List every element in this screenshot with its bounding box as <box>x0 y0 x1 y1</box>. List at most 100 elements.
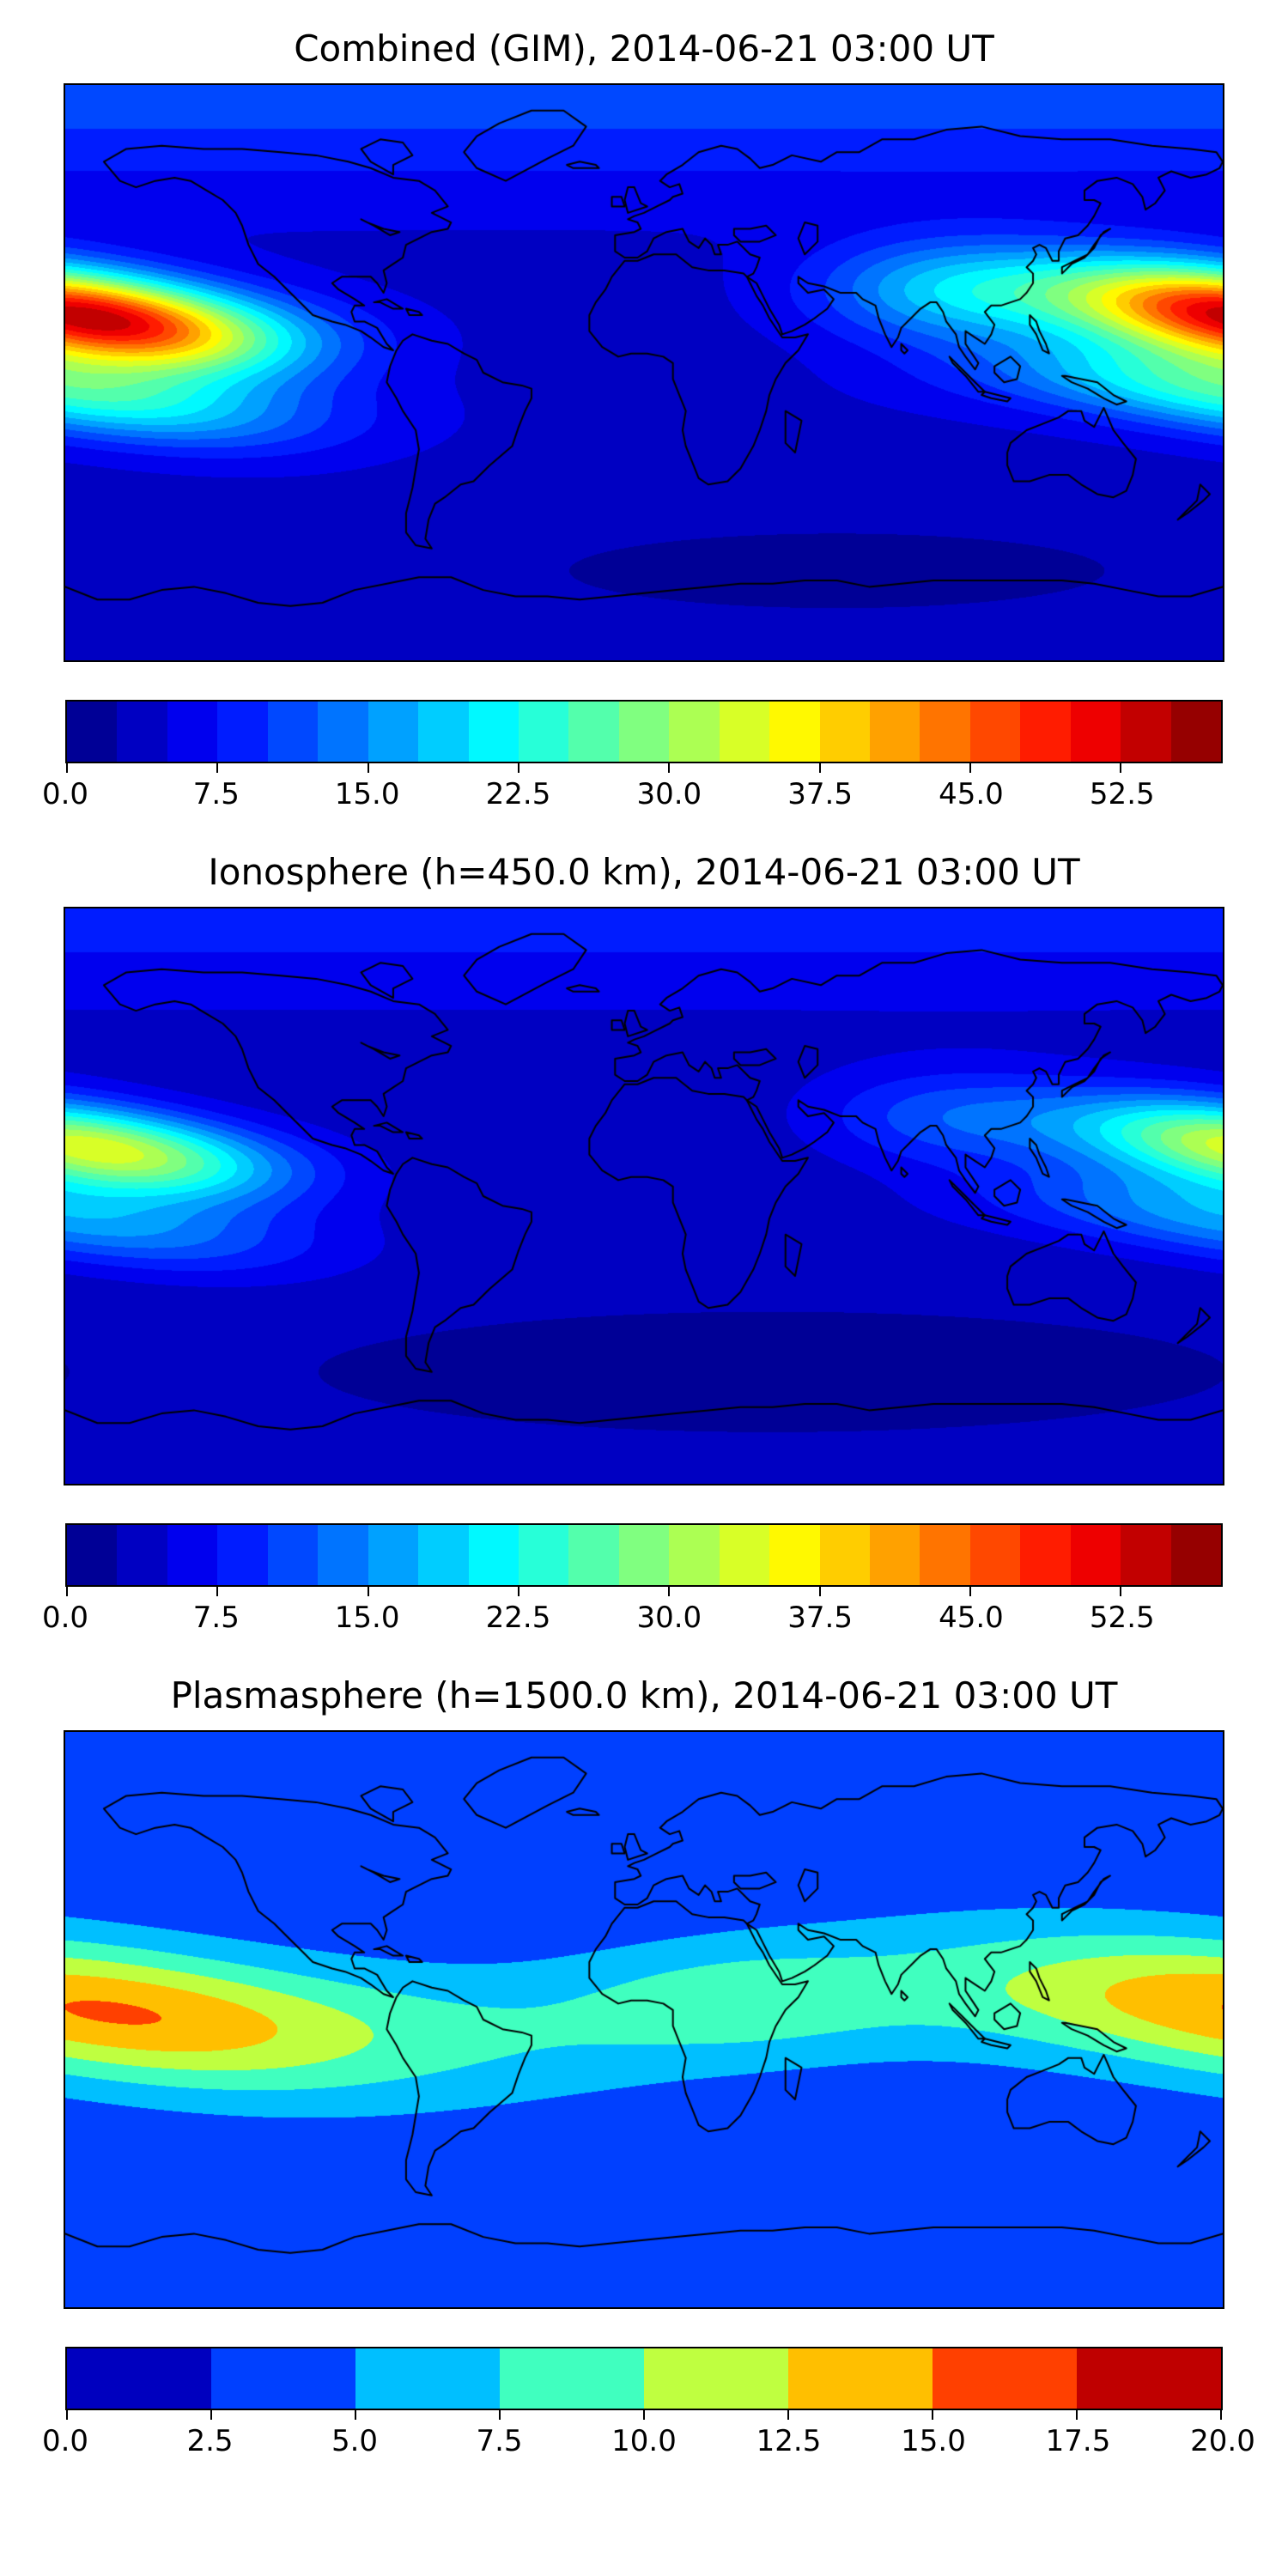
colorbar-segment <box>969 1525 1021 1585</box>
panel-title-combined: Combined (GIM), 2014-06-21 03:00 UT <box>294 27 994 70</box>
colorbar-segment <box>719 1525 770 1585</box>
colorbar-tick-labels: 0.0 2.5 5.0 7.5 10.0 12.5 15.0 17.5 20.0 <box>42 2424 1255 2469</box>
panel-title-plasmasphere: Plasmasphere (h=1500.0 km), 2014-06-21 0… <box>170 1674 1118 1716</box>
colorbar-tick-label: 15.0 <box>901 2424 966 2458</box>
colorbar-segment <box>1020 702 1071 762</box>
colorbar-tick-label: 30.0 <box>636 777 702 811</box>
colorbar-bar <box>65 1523 1223 1596</box>
colorbar-segment <box>368 702 419 762</box>
colorbar-tickmark <box>818 1587 821 1596</box>
colorbar-segments <box>67 1525 1222 1585</box>
colorbar-segment <box>355 2348 500 2409</box>
colorbar-segment <box>568 702 619 762</box>
colorbar-tick-label: 37.5 <box>787 1601 853 1635</box>
colorbar-segment <box>418 1525 469 1585</box>
colorbar-tickmark <box>1120 1587 1122 1596</box>
world-map-combined-gim <box>64 83 1224 662</box>
colorbar-segment <box>933 2348 1077 2409</box>
colorbar-tick-label: 30.0 <box>636 1601 702 1635</box>
colorbar-segment <box>318 1525 368 1585</box>
colorbar-segment <box>267 702 319 762</box>
colorbar-tickmark <box>787 2410 789 2420</box>
colorbar-tickmark <box>499 2410 501 2420</box>
colorbar-segment <box>819 702 870 762</box>
colorbar-tickmark <box>66 2410 68 2420</box>
colorbar-segment <box>217 1525 268 1585</box>
colorbar-segment <box>117 702 167 762</box>
colorbar-segment <box>518 702 569 762</box>
colorbar-segment <box>368 1525 419 1585</box>
colorbar-plasmasphere: 0.0 2.5 5.0 7.5 10.0 12.5 15.0 17.5 20.0 <box>42 2347 1255 2469</box>
colorbar-tick-label: 5.0 <box>331 2424 379 2458</box>
colorbar-tick-label: 7.5 <box>192 777 240 811</box>
colorbar-tick-label: 2.5 <box>186 2424 234 2458</box>
colorbar-segment <box>568 1525 619 1585</box>
colorbar-segment <box>67 1525 118 1585</box>
colorbar-tick-label: 15.0 <box>334 777 400 811</box>
colorbar-tickmark <box>1220 2410 1222 2420</box>
colorbar-tickmark <box>355 2410 356 2420</box>
colorbar-segment <box>468 702 519 762</box>
colorbar-segment <box>644 2348 788 2409</box>
panel-combined-gim: Combined (GIM), 2014-06-21 03:00 UT 0.0 7… <box>0 27 1288 822</box>
colorbar-segment <box>267 1525 319 1585</box>
colorbar-segment <box>1070 702 1121 762</box>
colorbar-segment <box>67 702 118 762</box>
colorbar-tick-label: 45.0 <box>939 1601 1004 1635</box>
colorbar-segment <box>418 702 469 762</box>
colorbar-segment <box>117 1525 167 1585</box>
colorbar-tick-label: 22.5 <box>485 777 551 811</box>
colorbar-tick-label: 0.0 <box>41 777 89 811</box>
colorbar-tickmark <box>932 2410 933 2420</box>
colorbar-segment <box>669 702 720 762</box>
colorbar-segment <box>1020 1525 1071 1585</box>
colorbar-tickmark <box>1076 2410 1078 2420</box>
colorbar-tick-label: 12.5 <box>756 2424 822 2458</box>
colorbar-tick-label: 37.5 <box>787 777 853 811</box>
colorbar-tick-label: 0.0 <box>41 1601 89 1635</box>
colorbar-tick-label: 15.0 <box>334 1601 400 1635</box>
colorbar-segment <box>167 1525 218 1585</box>
colorbar-ionosphere: 0.0 7.5 15.0 22.5 30.0 37.5 45.0 52.5 <box>42 1523 1223 1645</box>
colorbar-segment <box>819 1525 870 1585</box>
colorbar-segment <box>669 1525 720 1585</box>
colorbar-segment <box>920 702 970 762</box>
colorbar-tickmark <box>66 1587 68 1596</box>
colorbar-segment <box>1077 2348 1221 2409</box>
colorbar-tickmark <box>668 763 671 773</box>
colorbar-tick-label: 52.5 <box>1089 1601 1155 1635</box>
colorbar-segment <box>870 1525 920 1585</box>
colorbar-segment <box>500 2348 644 2409</box>
panel-title-ionosphere: Ionosphere (h=450.0 km), 2014-06-21 03:0… <box>208 851 1080 893</box>
colorbar-segment <box>468 1525 519 1585</box>
colorbar-tickmark <box>210 2410 212 2420</box>
colorbar-bar <box>65 2347 1223 2420</box>
colorbar-tickmark <box>517 763 519 773</box>
colorbar-tickmark <box>216 1587 219 1596</box>
colorbar-segment <box>969 702 1021 762</box>
colorbar-segment <box>618 1525 670 1585</box>
colorbar-segment <box>618 702 670 762</box>
colorbar-segment <box>211 2348 355 2409</box>
colorbar-tick-label: 52.5 <box>1089 777 1155 811</box>
colorbar-tick-label: 7.5 <box>476 2424 523 2458</box>
colorbar-segment <box>1170 702 1222 762</box>
tec-figure: Combined (GIM), 2014-06-21 03:00 UT 0.0 7… <box>0 27 1288 2469</box>
colorbar-bar <box>65 700 1223 773</box>
colorbar-segment <box>67 2348 211 2409</box>
colorbar-segment <box>217 702 268 762</box>
colorbar-tickmark <box>969 763 971 773</box>
colorbar-tickmark <box>969 1587 971 1596</box>
colorbar-tick-label: 45.0 <box>939 777 1004 811</box>
colorbar-tickmark <box>66 763 68 773</box>
colorbar-tick-label: 22.5 <box>485 1601 551 1635</box>
colorbar-segments <box>67 702 1222 762</box>
colorbar-tickmark <box>668 1587 671 1596</box>
colorbar-tick-labels: 0.0 7.5 15.0 22.5 30.0 37.5 45.0 52.5 <box>42 777 1223 822</box>
colorbar-segment <box>769 702 820 762</box>
colorbar-segment <box>1070 1525 1121 1585</box>
colorbar-segment <box>1121 702 1171 762</box>
colorbar-tick-label: 17.5 <box>1045 2424 1111 2458</box>
colorbar-combined: 0.0 7.5 15.0 22.5 30.0 37.5 45.0 52.5 <box>42 700 1223 822</box>
colorbar-segment <box>318 702 368 762</box>
